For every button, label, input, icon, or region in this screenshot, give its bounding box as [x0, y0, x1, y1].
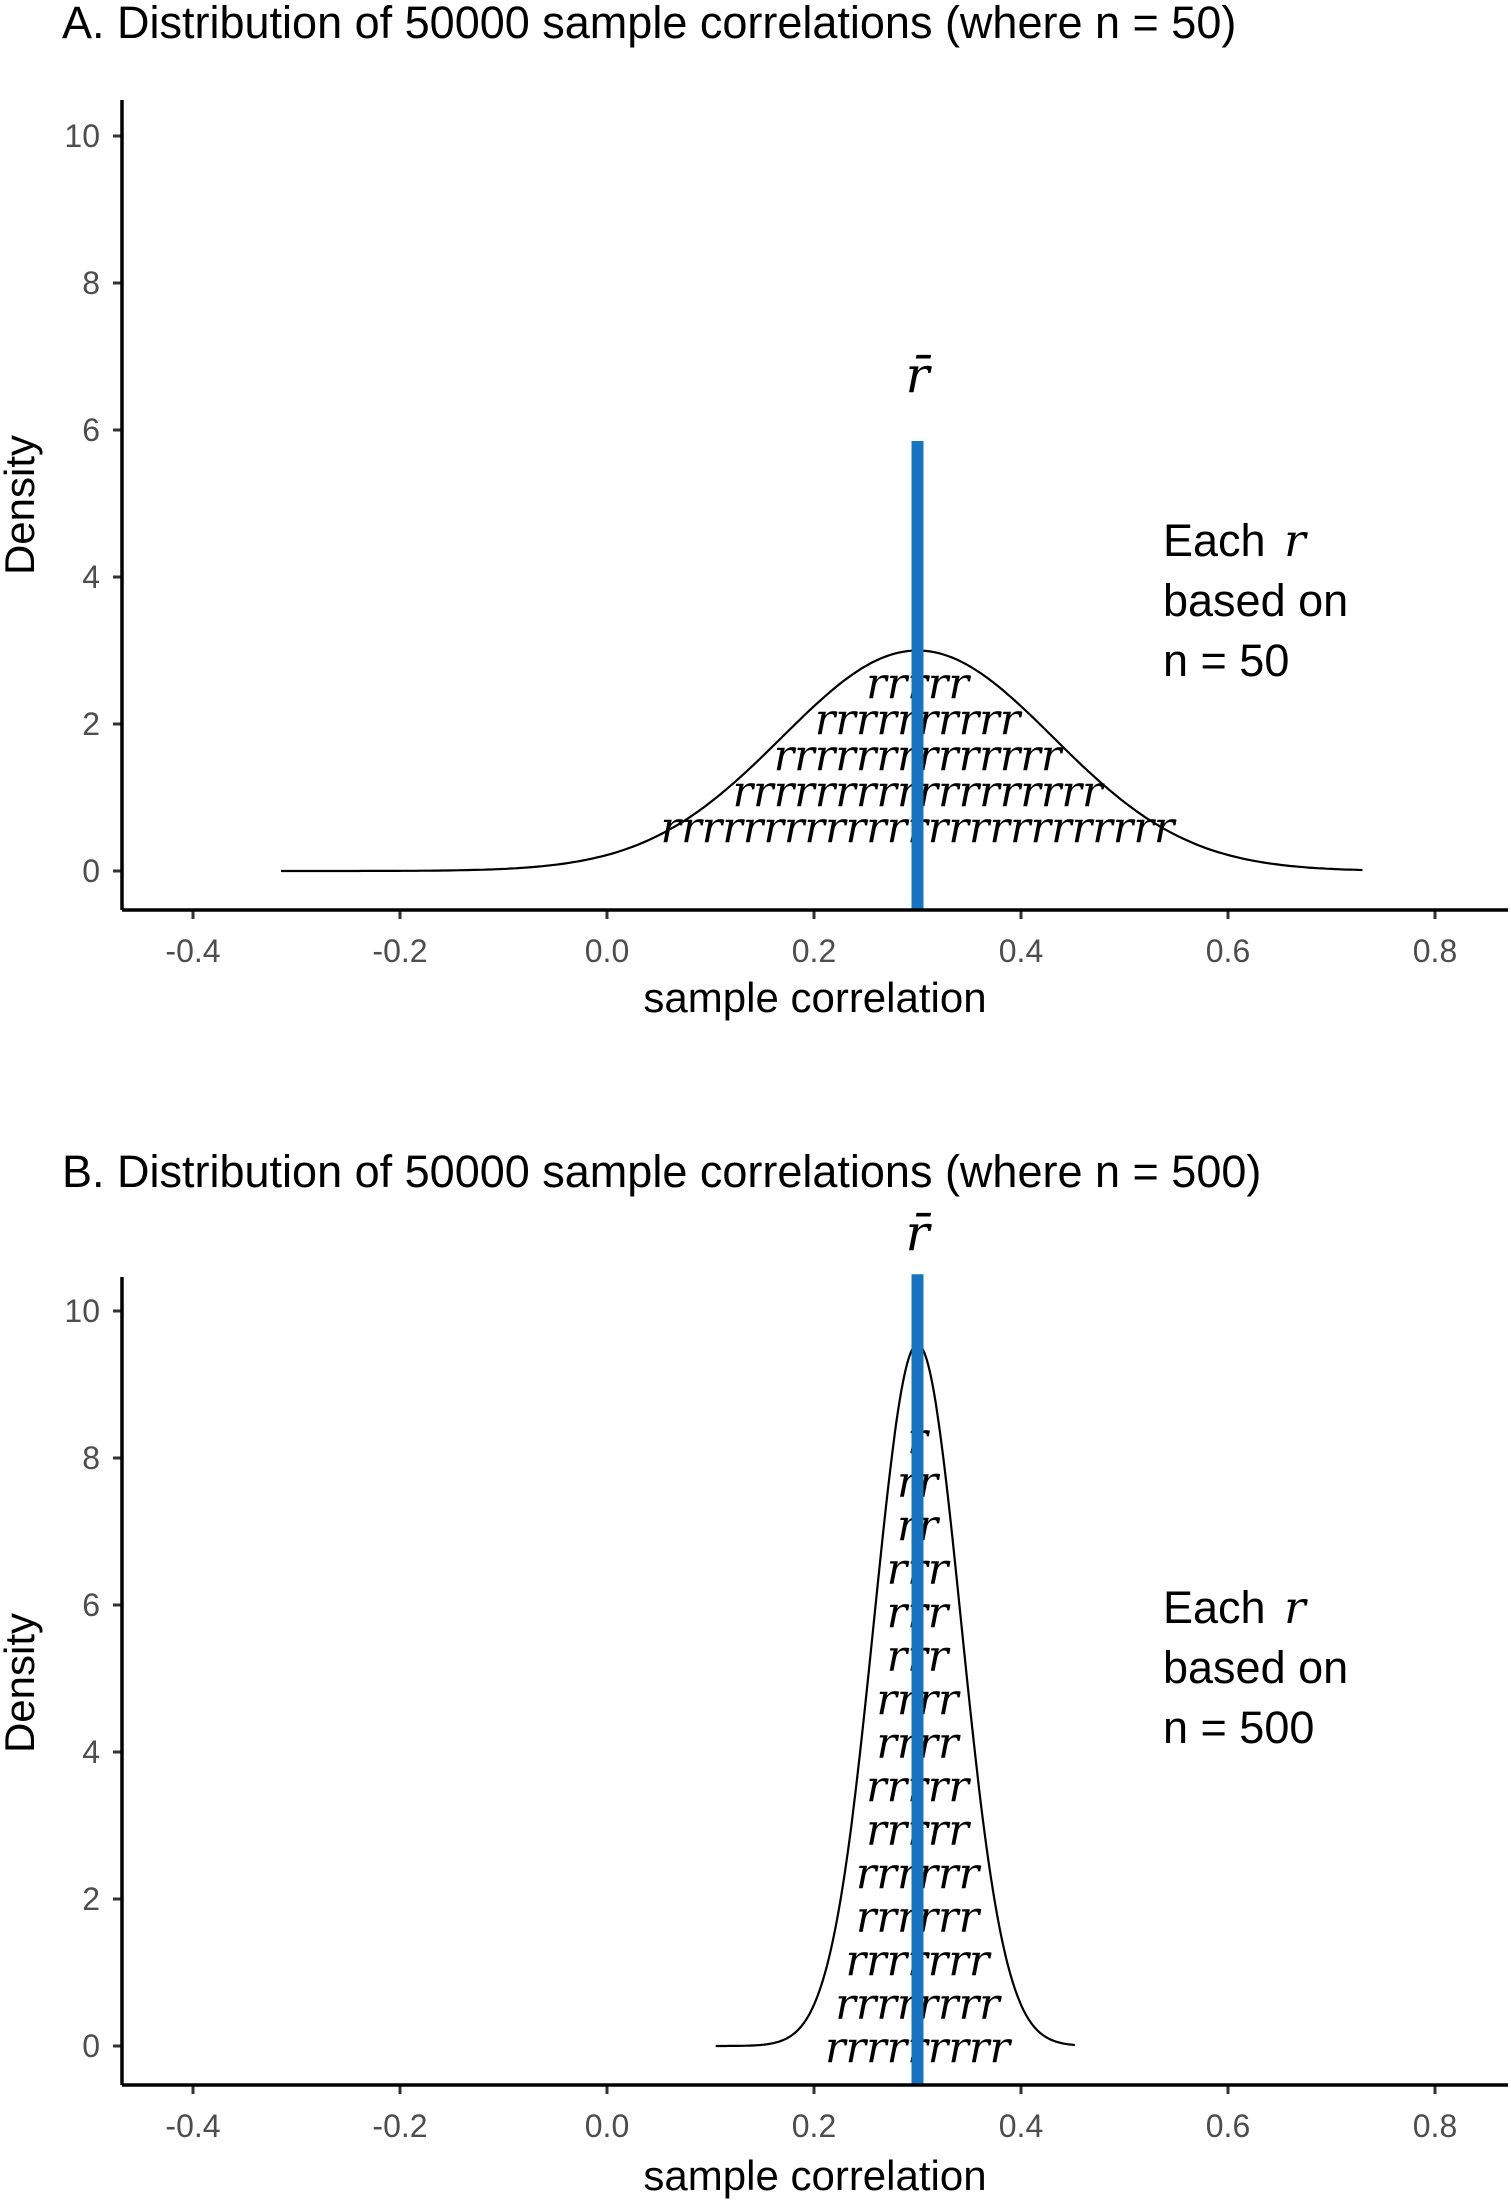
- panel-b-y-label: Density: [0, 1613, 43, 1753]
- annotation-r-glyph: r: [1284, 1581, 1308, 1634]
- panel-a-x-label: sample correlation: [643, 974, 986, 1021]
- panel-a: A. Distribution of 50000 sample correlat…: [0, 0, 1508, 1021]
- panel-a-mean-label: r̄: [906, 346, 933, 404]
- x-tick-label: -0.4: [165, 933, 220, 969]
- x-tick-label: 0.2: [792, 933, 836, 969]
- panel-b-title: B. Distribution of 50000 sample correlat…: [62, 1146, 1261, 1197]
- x-tick-label: 0.6: [1206, 2108, 1250, 2144]
- x-tick-label: 0.4: [999, 933, 1043, 969]
- x-tick-label: -0.2: [372, 933, 427, 969]
- x-tick-label: 0.4: [999, 2108, 1043, 2144]
- panel-a-density-curve: [281, 649, 1363, 873]
- y-tick-label: 10: [64, 118, 100, 154]
- y-tick-label: 6: [82, 1587, 100, 1623]
- x-tick-label: 0.0: [585, 2108, 629, 2144]
- panel-b-density-curve: [715, 1342, 1075, 2048]
- y-tick-label: 6: [82, 412, 100, 448]
- x-tick-label: 0.2: [792, 2108, 836, 2144]
- panel-b-annotation-line-3: n = 500: [1163, 1702, 1314, 1753]
- x-tick-label: 0.8: [1413, 933, 1457, 969]
- panel-b-annotation-line-2: based on: [1163, 1642, 1348, 1693]
- x-tick-label: -0.2: [372, 2108, 427, 2144]
- x-tick-label: 0.6: [1206, 933, 1250, 969]
- x-tick-label: -0.4: [165, 2108, 220, 2144]
- panel-a-annotation-line-3: n = 50: [1163, 635, 1289, 686]
- panel-b-annotation-text: Each: [1163, 1582, 1278, 1633]
- y-tick-label: 2: [82, 1881, 100, 1917]
- panel-a-x-ticks: -0.4 -0.2 0.0 0.2 0.4 0.6 0.8: [165, 910, 1457, 969]
- panel-a-title: A. Distribution of 50000 sample correlat…: [62, 0, 1236, 48]
- x-tick-label: 0.8: [1413, 2108, 1457, 2144]
- panel-b-mean-label: r̄: [906, 1204, 933, 1262]
- y-tick-label: 0: [82, 853, 100, 889]
- panel-a-annotation-text: Each: [1163, 515, 1278, 566]
- panel-a-y-ticks: 0 2 4 6 8 10: [64, 118, 122, 889]
- panel-a-y-label: Density: [0, 435, 43, 575]
- panel-a-annotation-line-1: Each r: [1163, 514, 1308, 567]
- panel-a-annotation-line-2: based on: [1163, 575, 1348, 626]
- panel-b-annotation-line-1: Each r: [1163, 1581, 1308, 1634]
- panel-b-axes: [120, 1277, 1508, 2087]
- y-tick-label: 0: [82, 2028, 100, 2064]
- y-tick-label: 10: [64, 1293, 100, 1329]
- panel-b-x-ticks: -0.4 -0.2 0.0 0.2 0.4 0.6 0.8: [165, 2085, 1457, 2144]
- y-tick-label: 4: [82, 559, 100, 595]
- y-tick-label: 8: [82, 1440, 100, 1476]
- annotation-r-glyph: r: [1284, 514, 1308, 567]
- y-tick-label: 4: [82, 1734, 100, 1770]
- panel-a-axes: [120, 100, 1508, 912]
- y-tick-label: 8: [82, 265, 100, 301]
- panel-b: B. Distribution of 50000 sample correlat…: [0, 1146, 1508, 2199]
- x-tick-label: 0.0: [585, 933, 629, 969]
- y-tick-label: 2: [82, 706, 100, 742]
- panel-b-y-ticks: 0 2 4 6 8 10: [64, 1293, 122, 2064]
- panel-b-x-label: sample correlation: [643, 2152, 986, 2199]
